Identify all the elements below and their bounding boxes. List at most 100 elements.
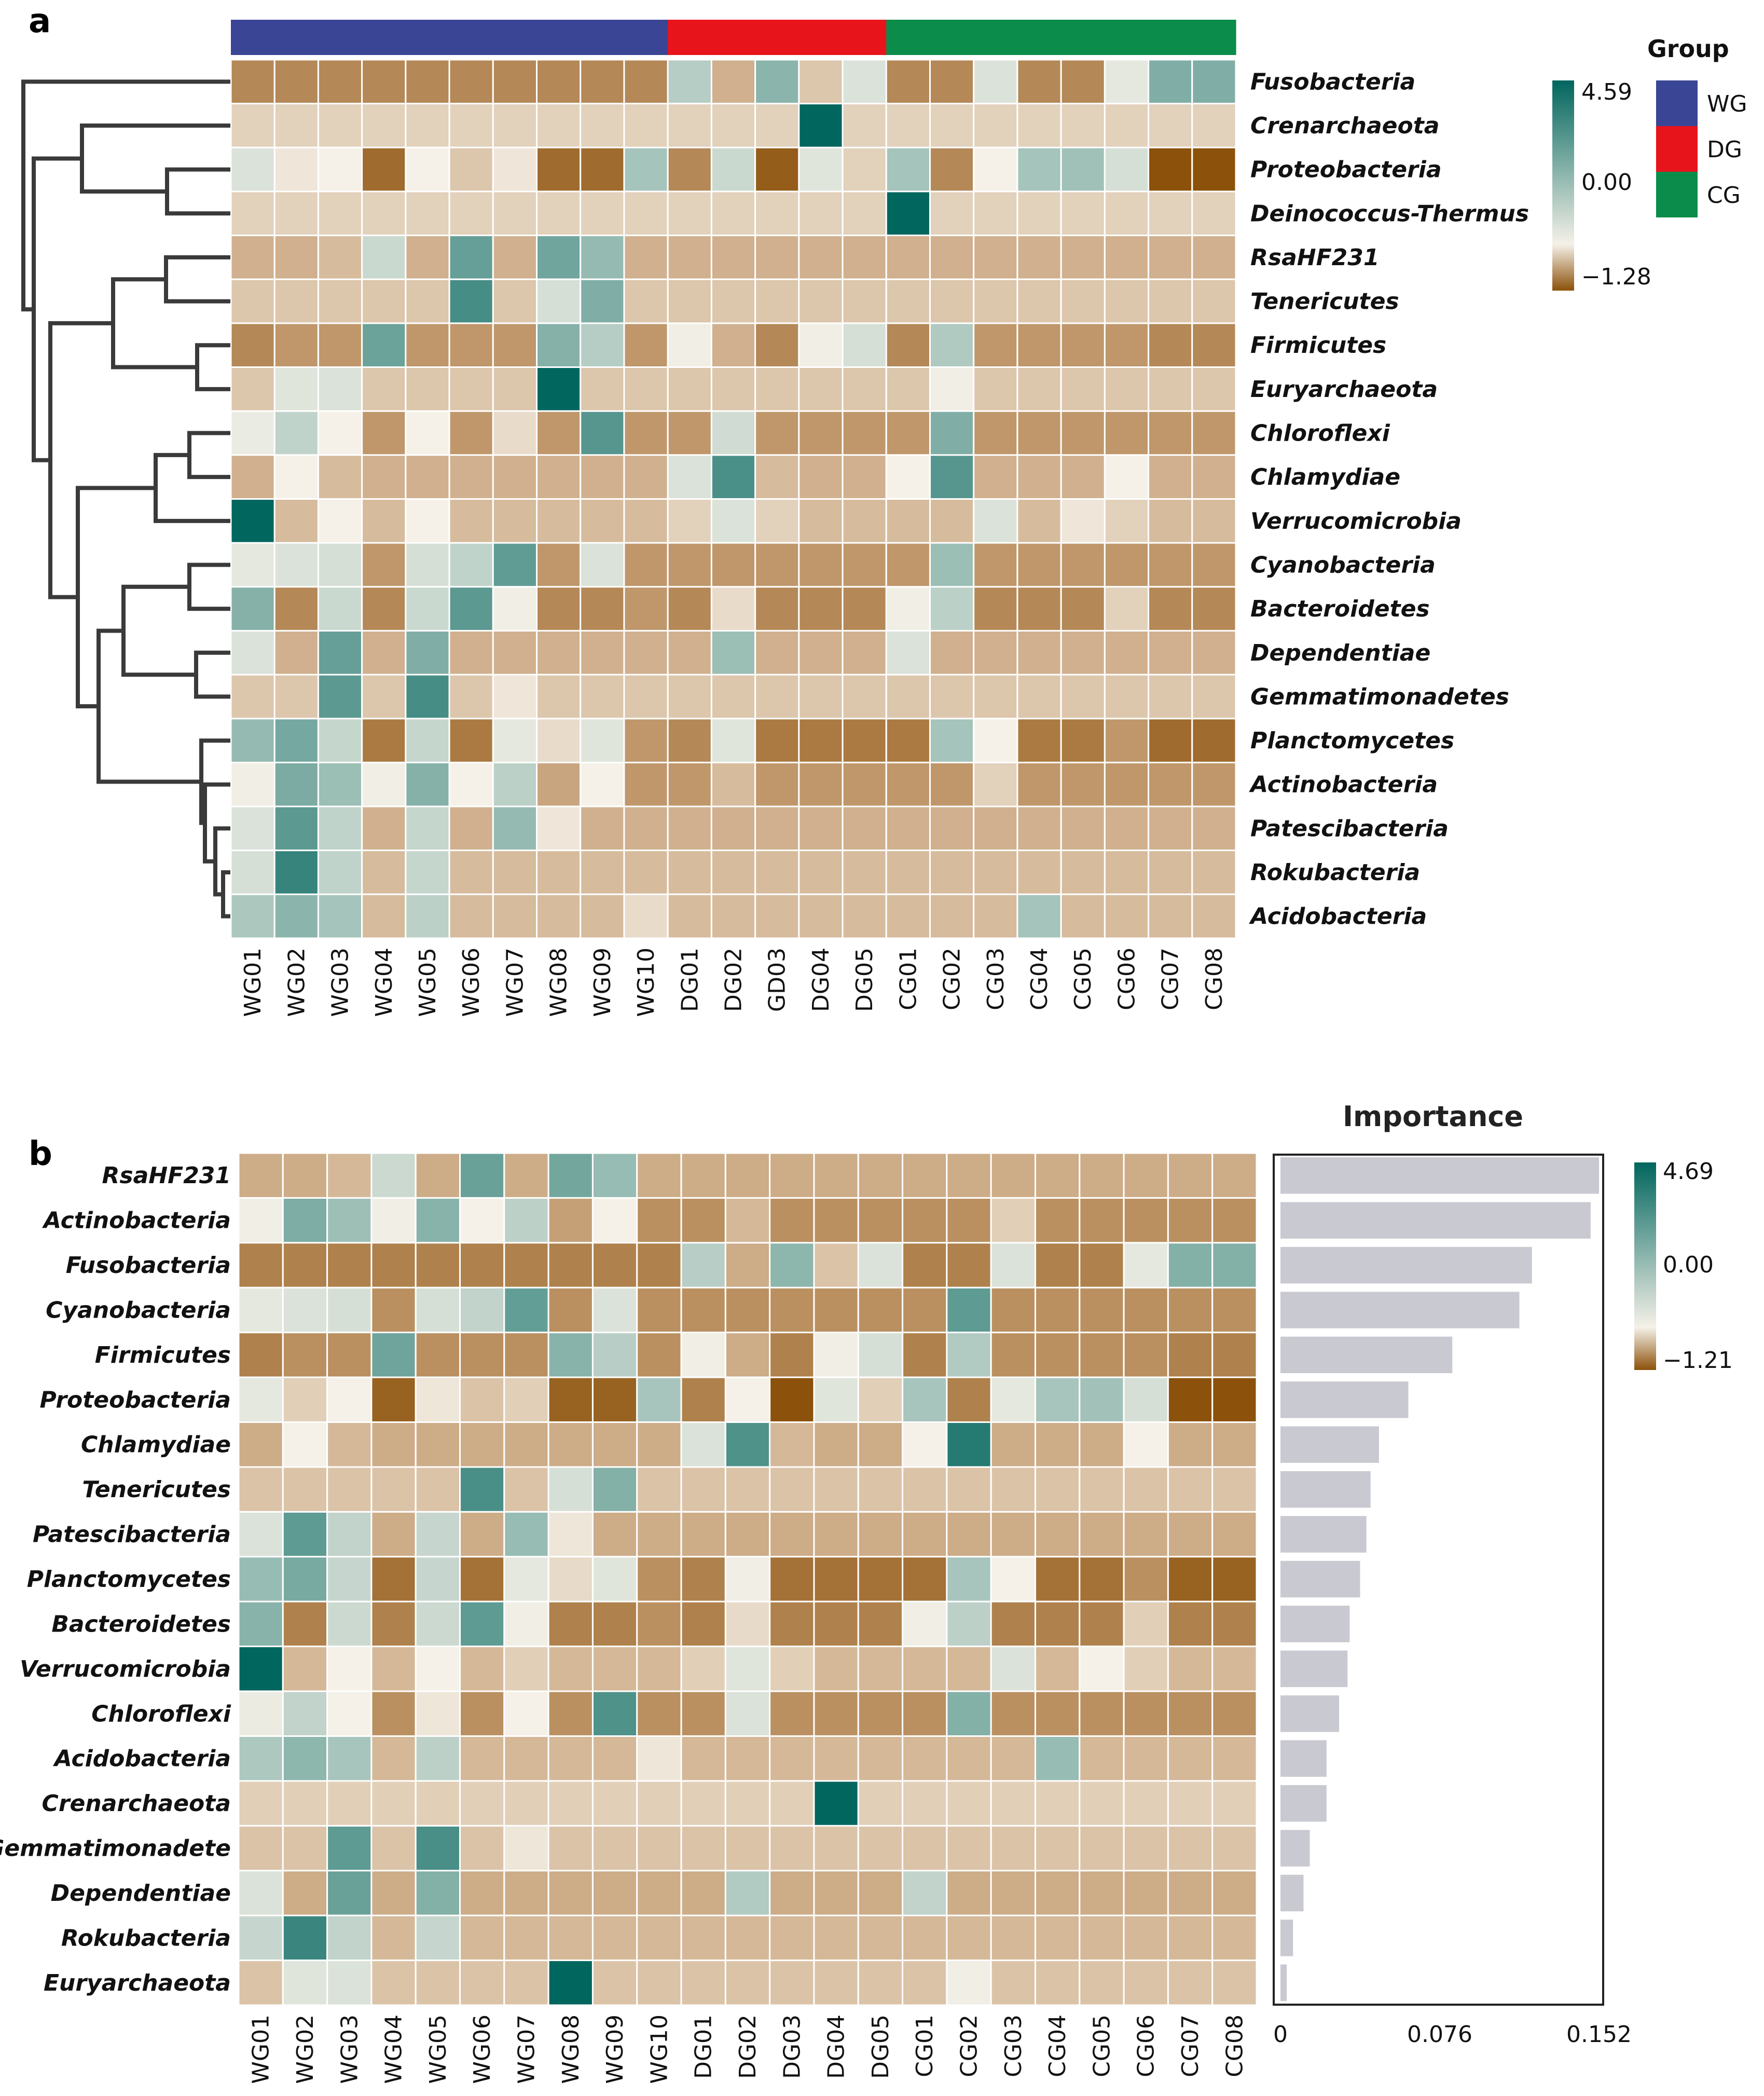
heatmap-a-cell — [667, 454, 712, 500]
heatmap-b-cell — [857, 1376, 904, 1423]
heatmap-b-cell — [857, 1870, 904, 1916]
heatmap-b-column-label: CG06 — [1133, 2015, 1160, 2077]
heatmap-a-cell — [973, 674, 1018, 720]
heatmap-b-cell — [591, 1466, 638, 1513]
heatmap-b-cell — [1211, 1376, 1258, 1423]
heatmap-a-cell — [405, 542, 450, 588]
heatmap-a-cell — [1191, 893, 1237, 939]
heatmap-b-cell — [680, 1511, 726, 1558]
dendrogram-branch — [165, 167, 230, 216]
heatmap-b-cell — [857, 1556, 904, 1602]
heatmap-a-cell — [230, 190, 275, 237]
heatmap-b-cell — [1079, 1914, 1125, 1962]
heatmap-a-cell — [273, 674, 319, 720]
group-legend-title: Group — [1647, 35, 1729, 63]
dendrogram-branch — [80, 123, 230, 194]
panel-a-label: a — [29, 2, 51, 40]
heatmap-a-cell — [230, 322, 275, 368]
heatmap-a-cell — [1104, 59, 1150, 105]
heatmap-a-cell — [1060, 278, 1106, 324]
heatmap-b-cell — [415, 1242, 461, 1289]
heatmap-a-cell — [798, 498, 844, 544]
group-bar-segment — [711, 20, 756, 55]
heatmap-a-cell — [580, 586, 625, 632]
heatmap-a-cell — [667, 893, 712, 939]
heatmap-b-cell — [1167, 1825, 1214, 1872]
heatmap-b-cell — [1167, 1197, 1214, 1244]
heatmap-a-cell — [1060, 674, 1106, 720]
group-bar-segment — [798, 20, 843, 55]
heatmap-b-cell — [547, 1242, 594, 1289]
heatmap-b-cell — [591, 1960, 638, 2006]
dendrogram-branch — [194, 650, 230, 699]
heatmap-a-cell — [1060, 718, 1106, 763]
heatmap-a-cell — [842, 454, 887, 500]
heatmap-b-cell — [238, 1197, 284, 1244]
heatmap-a-row-label: Gemmatimonadetes — [1250, 683, 1509, 710]
heatmap-b-cell — [990, 1690, 1036, 1737]
heatmap-a-cell — [1060, 629, 1106, 676]
heatmap-b-cell — [1167, 1421, 1214, 1468]
heatmap-a-cell — [842, 146, 887, 193]
heatmap-b-cell — [326, 1511, 373, 1558]
heatmap-b-column-label: CG07 — [1177, 2015, 1204, 2077]
heatmap-a-cell — [842, 103, 887, 148]
heatmap-a-cell — [1148, 190, 1193, 237]
heatmap-a-cell — [448, 59, 494, 105]
heatmap-a-cell — [973, 190, 1018, 237]
heatmap-b-cell — [547, 1511, 594, 1558]
heatmap-a-cell — [405, 410, 450, 456]
heatmap-a-cell — [710, 850, 756, 895]
heatmap-a-row-label: Fusobacteria — [1250, 69, 1415, 95]
heatmap-b-cell — [1034, 1197, 1081, 1244]
heatmap-a-cell — [1104, 718, 1150, 763]
heatmap-a-cell — [885, 893, 931, 939]
heatmap-b-cell — [769, 1332, 815, 1378]
heatmap-b-cell — [1034, 1242, 1081, 1289]
heatmap-a-cell — [230, 718, 275, 763]
heatmap-b-cell — [415, 1197, 461, 1244]
heatmap-a-cell — [1191, 190, 1237, 237]
heatmap-b-cell — [459, 1914, 505, 1962]
heatmap-b-cell — [946, 1735, 992, 1782]
heatmap-a-cell — [929, 366, 975, 412]
heatmap-a-cell — [1148, 542, 1193, 588]
heatmap-a-cell — [405, 629, 450, 676]
heatmap-b-cell — [282, 1421, 328, 1468]
heatmap-a-cell — [580, 366, 625, 412]
heatmap-a-cell — [317, 629, 363, 676]
heatmap-b-cell — [415, 1421, 461, 1468]
heatmap-b-cell — [813, 1286, 859, 1334]
heatmap-b-cell — [680, 1960, 726, 2006]
heatmap-a-cell — [1060, 454, 1106, 500]
heatmap-b-cell — [946, 1914, 992, 1962]
heatmap-a-column-label: WG06 — [458, 948, 485, 1017]
heatmap-b-cell — [591, 1600, 638, 1648]
heatmap-a-cell — [1104, 190, 1150, 237]
heatmap-a-cell — [842, 410, 887, 456]
heatmap-b-cell — [1123, 1600, 1169, 1648]
heatmap-b-row-label: Fusobacteria — [66, 1252, 231, 1279]
heatmap-a-cell — [798, 190, 844, 237]
heatmap-a-cell — [754, 322, 800, 368]
heatmap-a-cell — [317, 586, 363, 632]
heatmap-b-cell — [1034, 1286, 1081, 1334]
heatmap-b-cell — [990, 1197, 1036, 1244]
heatmap-b-cell — [680, 1825, 726, 1872]
importance-tick-label: 0.152 — [1566, 2021, 1632, 2048]
heatmap-b-cell — [857, 1197, 904, 1244]
heatmap-a-cell — [1191, 718, 1237, 763]
heatmap-b-cell — [813, 1690, 859, 1737]
heatmap-a-cell — [710, 410, 756, 456]
heatmap-b-cell — [547, 1600, 594, 1648]
heatmap-a-cell — [448, 410, 494, 456]
heatmap-b-cell — [1034, 1870, 1081, 1916]
heatmap-b-column-label: WG02 — [292, 2015, 319, 2084]
heatmap-a-cell — [1016, 410, 1062, 456]
group-bar-segment — [930, 20, 974, 55]
heatmap-a-cell — [623, 761, 669, 807]
importance-bar — [1280, 1874, 1304, 1912]
heatmap-b-cell — [1123, 1914, 1169, 1962]
heatmap-a-cell — [492, 59, 538, 105]
heatmap-a-cell — [405, 893, 450, 939]
